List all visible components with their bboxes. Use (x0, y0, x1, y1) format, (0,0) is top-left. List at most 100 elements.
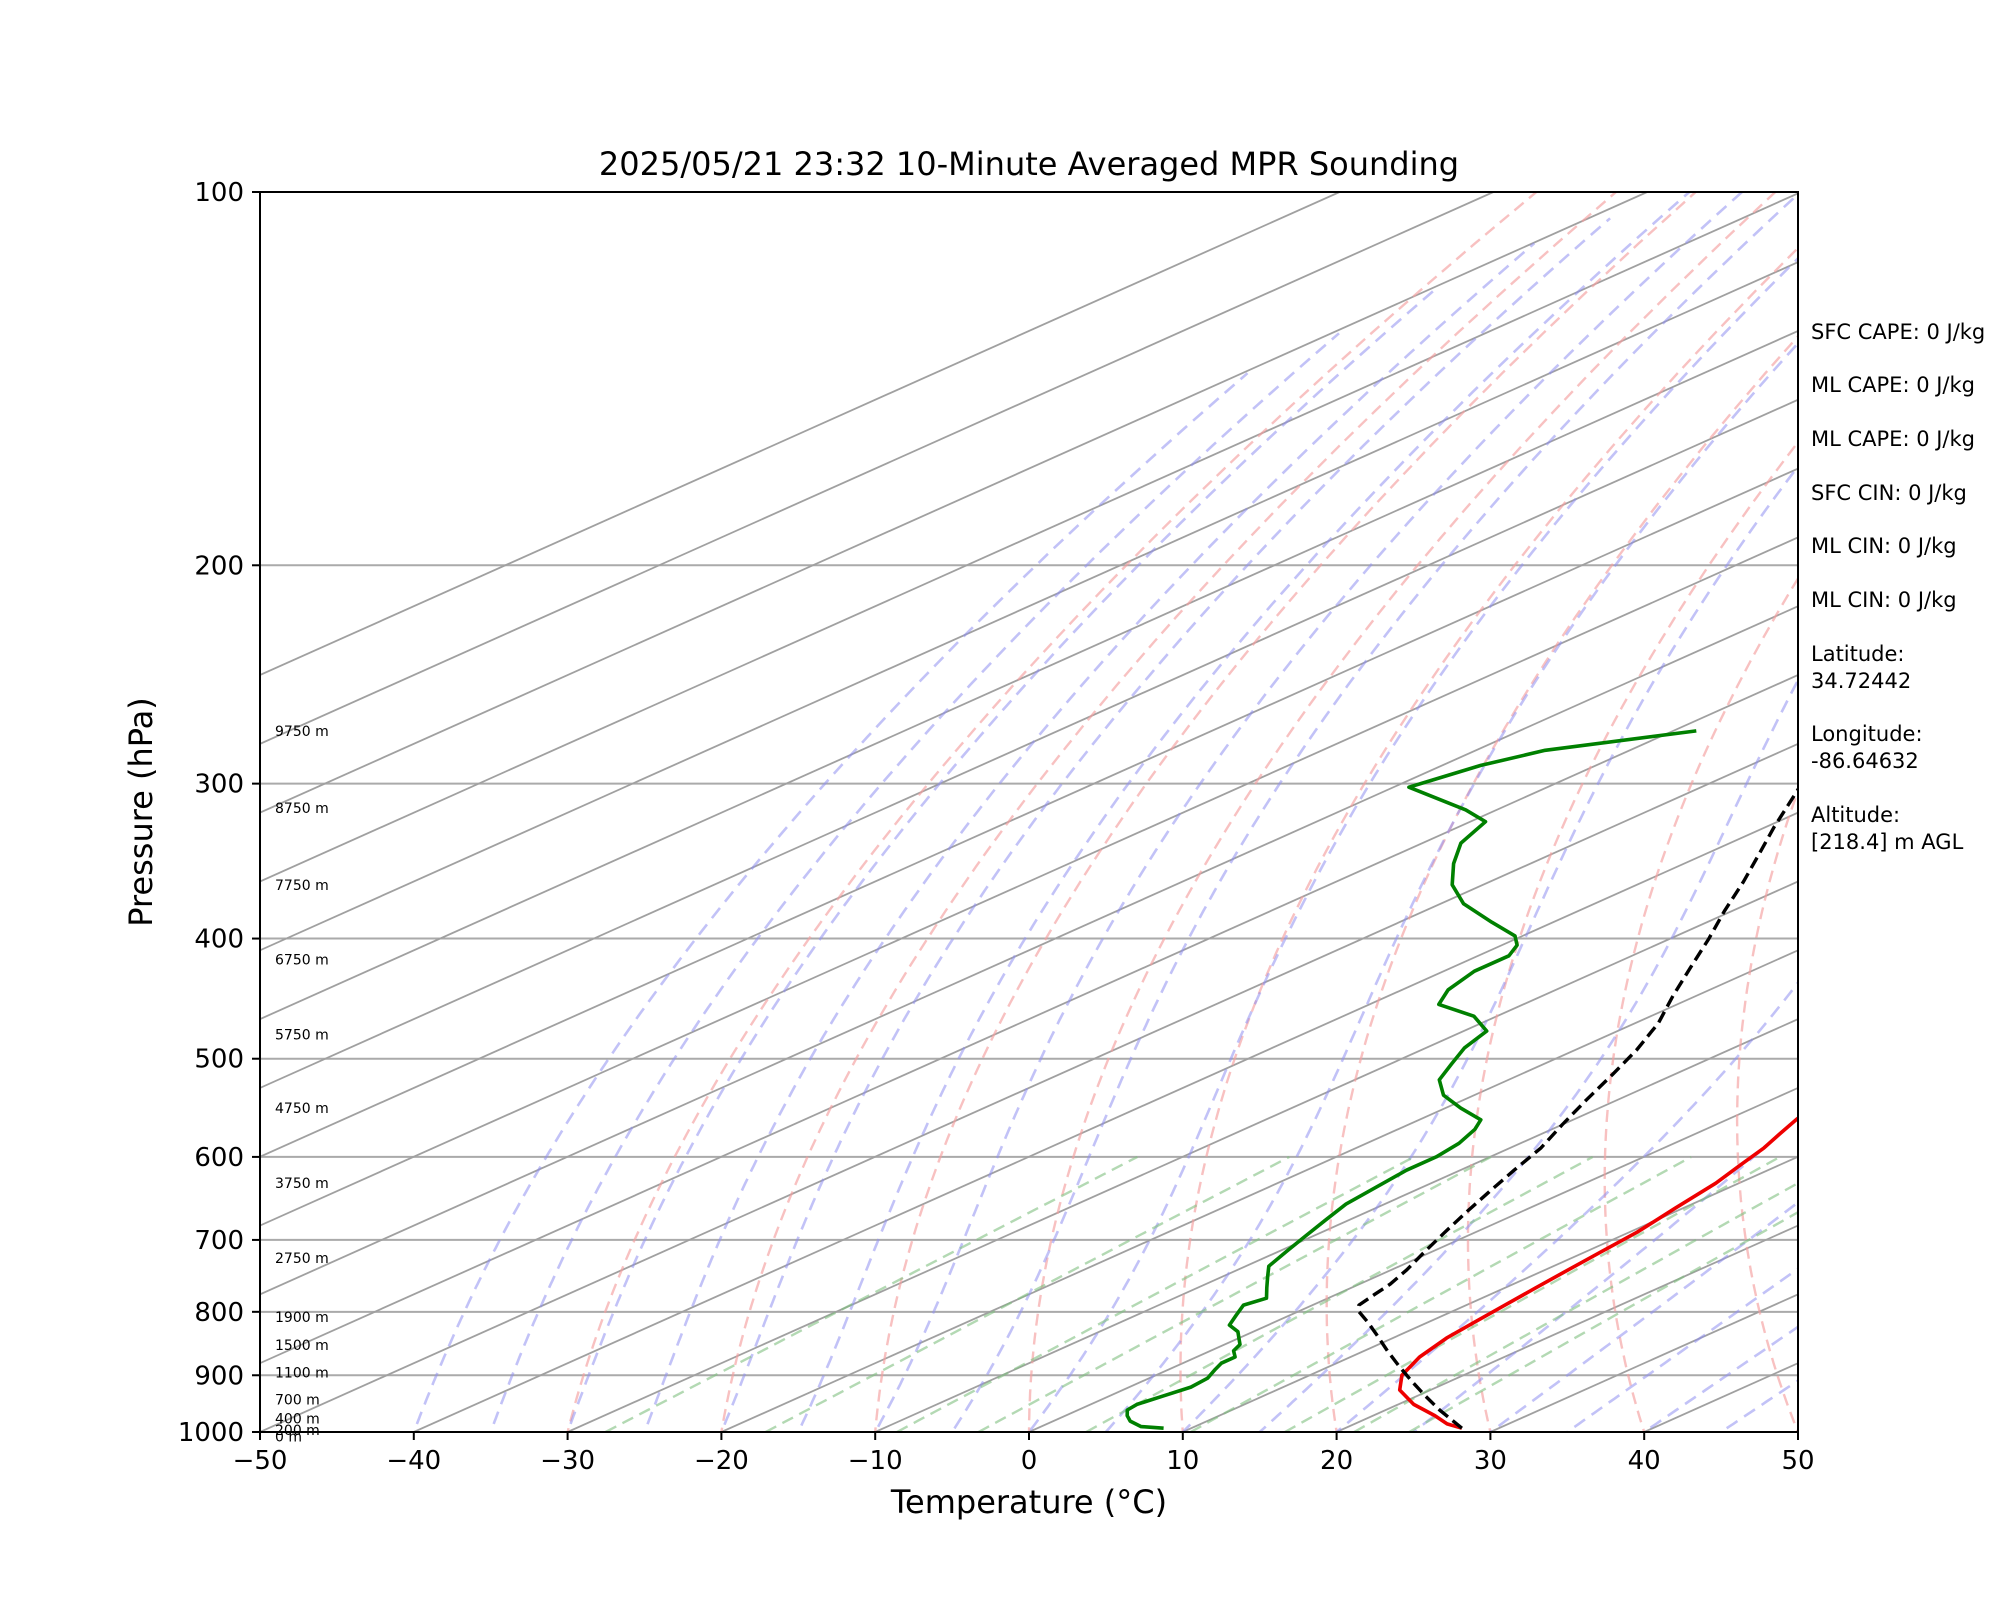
y-tick-label: 300 (194, 770, 244, 800)
moist-adiabat (1027, 256, 1798, 1432)
info-line: ML CAPE: 0 J/kg (1811, 373, 1975, 397)
moist-adiabat (1641, 1325, 1798, 1432)
temperature-profile-line (1397, 1115, 1798, 1430)
info-line: ML CIN: 0 J/kg (1811, 588, 1957, 612)
height-label: 1100 m (275, 1365, 329, 1381)
dry-adiabat (1735, 787, 1798, 1432)
y-axis-ticks: 100 200 300 400 500 600 700 800 900 1000 (178, 178, 260, 1448)
isotherm-line (260, 192, 1340, 677)
x-tick-label: −50 (233, 1446, 288, 1476)
dewpoint-profile-line (1125, 729, 1697, 1430)
dry-adiabat (1990, 192, 2000, 1458)
moist-adiabat (489, 332, 1340, 1432)
dry-adiabat (1466, 440, 1798, 1432)
info-line: [218.4] m AGL (1811, 830, 1964, 854)
height-label: 3750 m (275, 1176, 329, 1192)
height-label: 1900 m (275, 1310, 329, 1326)
y-tick-label: 400 (194, 925, 244, 955)
y-tick-label: 100 (194, 178, 244, 208)
moist-adiabat (643, 242, 1536, 1432)
info-line: Latitude: (1811, 642, 1905, 666)
isotherm-line (721, 949, 1798, 1432)
isotherm-line (260, 674, 1798, 1365)
mixing-ratio-line (1190, 1155, 1692, 1432)
moist-adiabat (1104, 341, 1798, 1432)
x-tick-label: 10 (1166, 1446, 1199, 1476)
moist-adiabat (412, 372, 1249, 1432)
y-tick-label: 800 (194, 1298, 244, 1328)
x-tick-label: −10 (848, 1446, 903, 1476)
moist-adiabat (566, 289, 1436, 1432)
y-tick-label: 600 (194, 1143, 244, 1173)
dry-adiabat (1603, 576, 1798, 1432)
x-axis-ticks: −50 −40 −30 −20 −10 0 10 20 30 40 50 (233, 1432, 1815, 1476)
isotherm-line (413, 811, 1798, 1432)
moist-adiabat (1180, 464, 1798, 1432)
height-label: 5750 m (275, 1028, 329, 1044)
height-label: 1500 m (275, 1338, 329, 1354)
height-label: 8750 m (275, 801, 329, 817)
y-tick-label: 1000 (178, 1418, 244, 1448)
x-tick-label: 20 (1320, 1446, 1353, 1476)
info-line: 34.72442 (1811, 669, 1911, 693)
height-label: 200 m (275, 1423, 320, 1439)
dry-adiabat (566, 192, 1538, 1432)
x-tick-label: 30 (1474, 1446, 1507, 1476)
isotherm-line (874, 1018, 1798, 1432)
moist-adiabat (1488, 1200, 1798, 1432)
dry-adiabat (1325, 334, 1798, 1432)
isotherm-line (260, 398, 1798, 1089)
isotherm-line (260, 329, 1798, 1021)
dry-adiabat (720, 192, 1617, 1432)
parcel-profile-line (1357, 786, 1798, 1430)
height-label: 4750 m (275, 1101, 329, 1117)
moist-adiabat (719, 217, 1611, 1432)
x-tick-label: 50 (1781, 1446, 1814, 1476)
moist-adiabat (1257, 677, 1798, 1432)
y-tick-label: 200 (194, 551, 244, 581)
mixing-ratio-line (605, 1155, 1138, 1432)
height-label: 2750 m (275, 1251, 329, 1267)
dry-adiabat (873, 192, 1697, 1432)
mixing-ratio-line (1284, 1155, 1781, 1432)
height-labels: 9750 m 8750 m 7750 m 6750 m 5750 m 4750 m 3750… (275, 724, 329, 1445)
moist-adiabat (950, 192, 1798, 1432)
x-tick-label: −30 (540, 1446, 595, 1476)
x-tick-label: 40 (1628, 1446, 1661, 1476)
isotherm-line (260, 467, 1798, 1158)
isotherm-line (260, 192, 1648, 814)
isotherm-line (260, 261, 1798, 952)
height-label: 6750 m (275, 953, 329, 969)
dry-adiabat (1027, 192, 1777, 1432)
y-tick-label: 700 (194, 1226, 244, 1256)
mixing-ratio-line (977, 1155, 1492, 1432)
reference-lines (260, 192, 2000, 1458)
moist-adiabat (796, 192, 1691, 1432)
mixing-ratio-line (1408, 1210, 1798, 1432)
dry-adiabat (1179, 246, 1798, 1432)
mixing-ratio-line (1085, 1155, 1594, 1432)
info-line: ML CIN: 0 J/kg (1811, 534, 1957, 558)
info-line: SFC CAPE: 0 J/kg (1811, 320, 1985, 344)
info-line: ML CAPE: 0 J/kg (1811, 427, 1975, 451)
isotherm-line (260, 192, 1494, 745)
y-tick-label: 500 (194, 1045, 244, 1075)
height-label: 7750 m (275, 878, 329, 894)
isotherm-line (260, 605, 1798, 1296)
mixing-ratio-line (765, 1155, 1290, 1432)
height-label: 0 m (275, 1429, 302, 1445)
x-tick-label: −20 (694, 1446, 749, 1476)
height-label: 400 m (275, 1411, 320, 1427)
height-label: 9750 m (275, 724, 329, 740)
isotherm-line (1028, 1086, 1798, 1432)
data-series (1125, 729, 1798, 1430)
isotherm-line (567, 880, 1798, 1432)
y-tick-label: 900 (194, 1361, 244, 1391)
mixing-ratio-line (1353, 1181, 1798, 1432)
moist-adiabat (873, 192, 1743, 1432)
sounding-info-panel: SFC CAPE: 0 J/kg ML CAPE: 0 J/kg ML CAPE: … (1811, 320, 1985, 854)
y-axis-label: Pressure (hPa) (122, 697, 160, 927)
chart-title: 2025/05/21 23:32 10-Minute Averaged MPR … (599, 145, 1459, 183)
isotherm-line (260, 192, 1798, 883)
